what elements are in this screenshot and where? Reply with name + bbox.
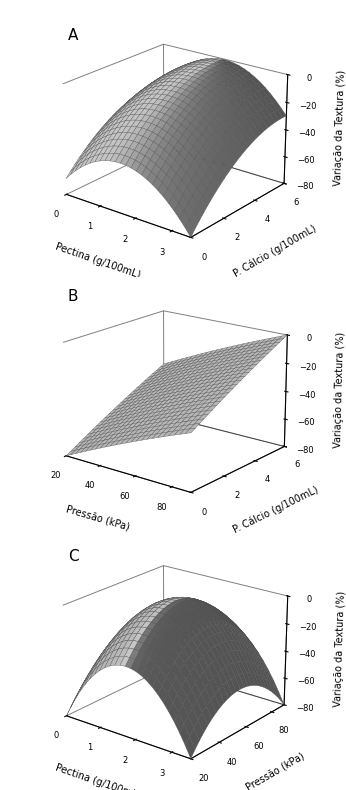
- X-axis label: Pressão (kPa): Pressão (kPa): [65, 504, 130, 532]
- Y-axis label: P. Cálcio (g/100mL): P. Cálcio (g/100mL): [231, 484, 320, 535]
- X-axis label: Pectina (g/100mL): Pectina (g/100mL): [54, 242, 142, 280]
- X-axis label: Pectina (g/100mL): Pectina (g/100mL): [54, 763, 142, 790]
- Text: A: A: [68, 28, 78, 43]
- Text: C: C: [68, 550, 78, 564]
- Text: B: B: [68, 289, 78, 303]
- Y-axis label: P. Cálcio (g/100mL): P. Cálcio (g/100mL): [232, 223, 318, 279]
- Y-axis label: Pressão (kPa): Pressão (kPa): [244, 751, 306, 790]
